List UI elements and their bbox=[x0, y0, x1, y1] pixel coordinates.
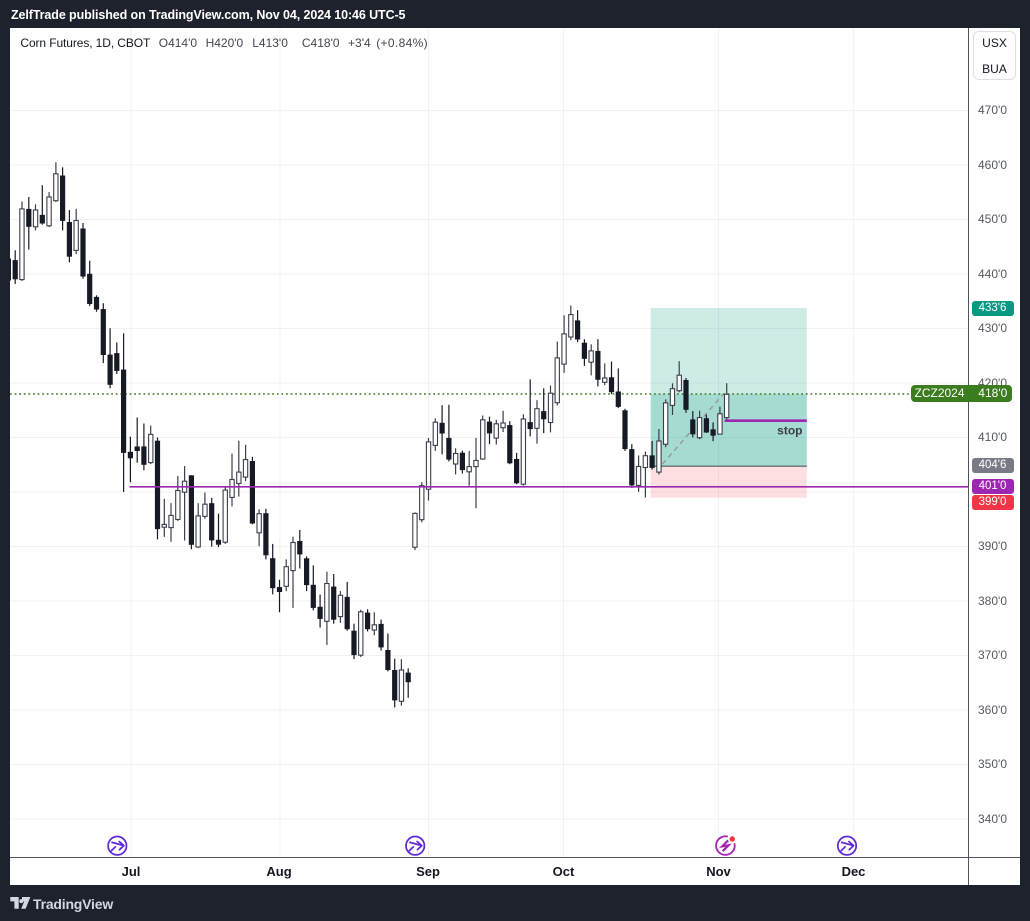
svg-text:stop: stop bbox=[777, 423, 802, 437]
